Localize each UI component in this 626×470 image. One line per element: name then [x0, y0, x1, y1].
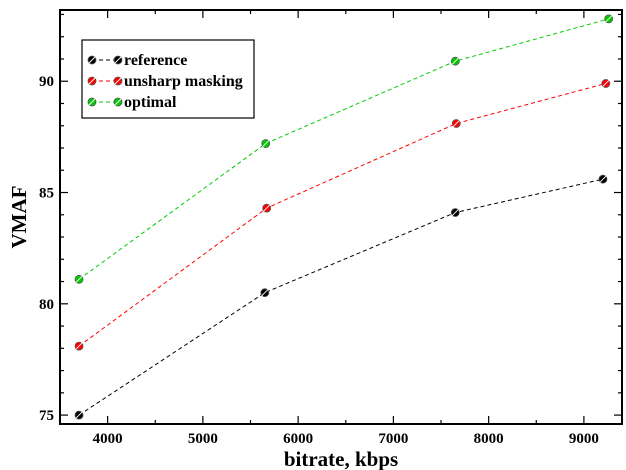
x-tick-label: 4000	[93, 431, 123, 447]
y-axis-title: VMAF	[7, 186, 31, 249]
legend-item: reference	[87, 52, 187, 69]
y-tick-label: 90	[39, 74, 54, 90]
x-tick-label: 8000	[474, 431, 504, 447]
plot-area-border	[59, 9, 623, 425]
legend-box	[81, 39, 255, 119]
data-point-hatch	[262, 140, 270, 147]
x-tick-label: 6000	[283, 431, 313, 447]
legend-marker-right-hatch	[114, 77, 122, 85]
data-point-hatch	[451, 209, 459, 216]
legend-item: unsharp masking	[87, 73, 243, 90]
legend-label: unsharp masking	[124, 73, 243, 90]
legend-marker-left-hatch	[88, 56, 96, 64]
legend-marker-right-hatch	[114, 56, 122, 64]
plot-frame	[59, 9, 623, 425]
series-unsharp-masking	[74, 79, 611, 351]
data-point-hatch	[605, 15, 612, 23]
series-optimal	[74, 14, 614, 284]
legend-label: reference	[124, 52, 187, 69]
legend-marker-left-hatch	[88, 98, 96, 106]
data-point-hatch	[75, 276, 83, 283]
series-line	[78, 82, 606, 347]
data-point-hatch	[263, 204, 271, 212]
axis-ticks: 4000 5000 6000 7000 8000 9000 75 80 85 90	[39, 10, 622, 447]
series-line	[78, 18, 609, 280]
data-point-hatch	[602, 80, 610, 87]
data-point-hatch	[451, 57, 459, 65]
data-point-hatch	[75, 411, 83, 419]
x-axis-title: bitrate, kbps	[284, 447, 398, 470]
data-point-hatch	[599, 175, 607, 183]
x-tick-label: 7000	[378, 431, 408, 447]
legend-label: optimal	[124, 94, 177, 111]
series-lines	[74, 14, 614, 420]
series-reference	[74, 174, 608, 420]
series-line	[78, 178, 604, 416]
y-tick-label: 80	[39, 297, 54, 313]
legend-marker-left-hatch	[88, 77, 96, 85]
x-tick-label: 5000	[188, 431, 218, 447]
legend: reference unsharp masking optimal	[81, 39, 255, 119]
x-tick-label: 9000	[569, 431, 599, 447]
data-point-hatch	[261, 289, 269, 296]
y-tick-label: 85	[39, 186, 54, 202]
y-tick-label: 75	[39, 408, 54, 424]
data-point-hatch	[452, 120, 460, 127]
legend-marker-right-hatch	[114, 98, 122, 106]
data-point-hatch	[75, 342, 83, 350]
legend-item: optimal	[87, 94, 177, 111]
